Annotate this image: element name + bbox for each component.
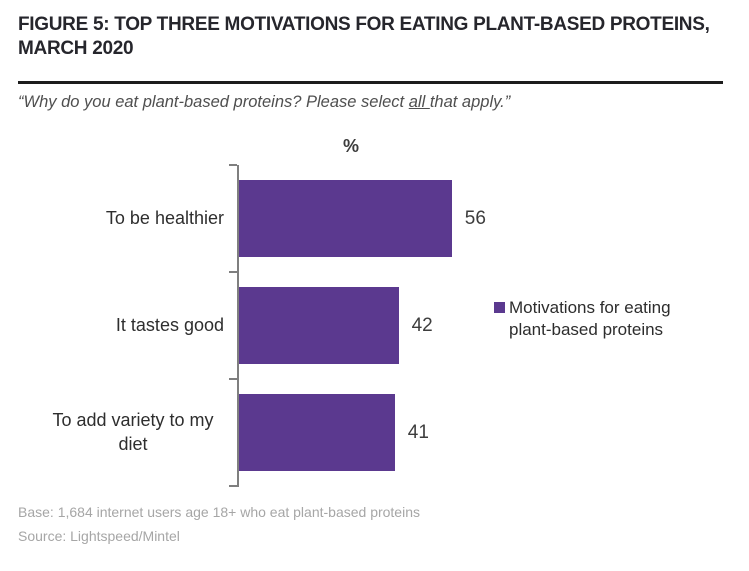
chart-legend: Motivations for eating plant-based prote…	[494, 297, 709, 341]
chart-unit-label: %	[342, 136, 359, 156]
bar-row: To be healthier 56	[0, 165, 749, 272]
bar-row: To add variety to my diet 41	[0, 379, 749, 486]
value-label: 41	[407, 421, 429, 443]
data-bar	[239, 394, 395, 471]
legend-label: Motivations for eating plant-based prote…	[509, 298, 671, 339]
survey-question-underlined-word: all	[408, 93, 430, 111]
chart-rows: To be healthier 56 It tastes good 42 To add …	[0, 165, 749, 486]
category-label-cell: It tastes good	[0, 272, 224, 379]
axis-tick	[229, 271, 237, 273]
value-label: 42	[411, 314, 433, 336]
legend-swatch	[494, 302, 505, 313]
survey-question-prefix: “Why do you eat plant-based proteins? Pl…	[18, 93, 409, 111]
category-label: To be healthier	[105, 207, 224, 228]
value-label: 56	[464, 207, 486, 229]
base-note: Base: 1,684 internet users age 18+ who e…	[18, 504, 420, 520]
bar-chart: % To be healthier 56 It tastes good 42 To ad…	[0, 136, 749, 496]
axis-tick	[229, 164, 237, 166]
title-divider	[18, 81, 723, 84]
axis-tick	[229, 378, 237, 380]
category-label: It tastes good	[115, 314, 224, 335]
category-label-cell: To add variety to my diet	[0, 379, 224, 486]
category-label-cell: To be healthier	[0, 165, 224, 272]
survey-question: “Why do you eat plant-based proteins? Pl…	[18, 93, 510, 112]
figure-title: FIGURE 5: TOP THREE MOTIVATIONS FOR EATI…	[18, 14, 710, 60]
axis-tick	[229, 485, 237, 487]
category-label: To add variety to my diet	[52, 410, 214, 454]
survey-question-suffix: that apply.”	[429, 93, 511, 111]
data-bar	[239, 180, 452, 257]
y-axis-line	[237, 165, 239, 487]
source-note: Source: Lightspeed/Mintel	[18, 528, 180, 544]
bar-row: It tastes good 42	[0, 272, 749, 379]
data-bar	[239, 287, 399, 364]
